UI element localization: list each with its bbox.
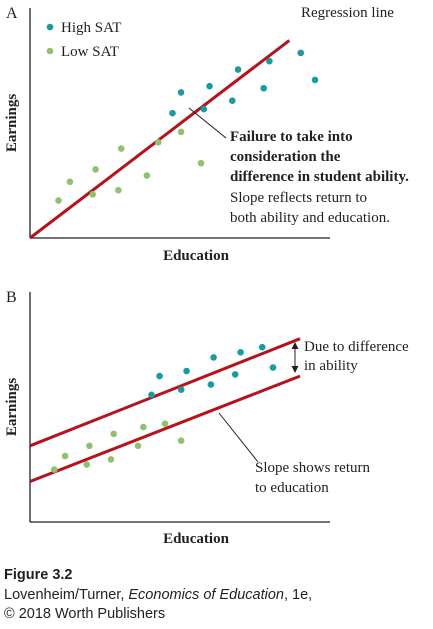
panel-b-low-sat-point-4	[108, 456, 115, 463]
annotation-a-bold-3: difference in student ability.	[230, 169, 409, 185]
annotation-a-bold-2: consideration the	[230, 149, 341, 165]
panel-a-high-sat-point-0	[169, 110, 176, 117]
panel-a-low-sat-point-8	[178, 129, 185, 136]
legend-low-sat-marker	[47, 48, 54, 55]
panel-a-high-sat-point-7	[266, 58, 273, 65]
panel-a-low-sat-point-6	[144, 172, 151, 179]
panel-a-high-sat-point-9	[312, 77, 319, 84]
legend-high-sat-marker	[47, 24, 54, 31]
panel-b-label: B	[6, 289, 17, 306]
caption-edition: , 1e,	[284, 587, 312, 603]
panel-a: A Education Earnings High SAT Low SAT Re…	[4, 5, 409, 264]
annotation-a-leader	[189, 108, 226, 138]
panel-a-high-sat-point-5	[235, 66, 242, 73]
annotation-b-gap-1: Due to difference	[304, 339, 409, 355]
panel-b-x-label: Education	[163, 531, 230, 547]
panel-a-high-sat-point-3	[206, 83, 213, 90]
panel-a-high-sat-point-1	[178, 89, 185, 96]
panel-a-low-sat-point-3	[92, 166, 99, 173]
panel-b-high-sat-point-0	[148, 392, 155, 399]
panel-b-high-sat-point-8	[259, 344, 266, 351]
figure-number: Figure 3.2	[4, 566, 429, 586]
regression-line-label: Regression line	[301, 5, 394, 21]
panel-b-high-sat-point-2	[178, 386, 185, 393]
caption-copyright: © 2018 Worth Publishers	[4, 605, 429, 625]
panel-a-low-sat-point-2	[89, 191, 96, 198]
annotation-a-bold-1: Failure to take into	[230, 129, 353, 145]
panel-a-low-sat-point-7	[155, 139, 162, 146]
panel-a-y-label: Earnings	[4, 94, 20, 153]
panel-b-y-label: Earnings	[4, 378, 20, 437]
legend-high-sat-label: High SAT	[61, 20, 121, 36]
caption-book-title: Economics of Education	[128, 587, 284, 603]
panel-a-low-sat-point-0	[55, 197, 62, 204]
panel-a-high-sat-point-4	[229, 97, 236, 104]
panel-b-high-sat-point-9	[270, 364, 277, 371]
panel-a-low-sat-point-9	[198, 160, 205, 167]
panel-a-high-sat-point-8	[297, 50, 304, 57]
panel-b-points	[51, 344, 276, 473]
figure-chart: A Education Earnings High SAT Low SAT Re…	[0, 0, 433, 560]
figure-caption: Figure 3.2 Lovenheim/Turner, Economics o…	[4, 566, 429, 625]
panel-b-low-sat-point-6	[135, 443, 142, 450]
annotation-b-slope-2: to education	[255, 480, 329, 496]
caption-authors: Lovenheim/Turner,	[4, 587, 128, 603]
annotation-a-plain-2: both ability and education.	[230, 210, 390, 226]
panel-a-x-label: Education	[163, 248, 230, 264]
panel-a-low-sat-point-4	[115, 187, 122, 194]
panel-a-high-sat-point-6	[260, 85, 267, 92]
panel-b-low-sat-point-8	[162, 420, 169, 427]
panel-b-high-sat-point-1	[156, 373, 163, 380]
panel-b-low-sat-point-5	[110, 431, 117, 438]
panel-a-legend: High SAT Low SAT	[47, 20, 122, 60]
panel-a-low-sat-point-1	[67, 179, 74, 186]
panel-a-label: A	[6, 5, 18, 22]
panel-b-low-sat-point-3	[86, 443, 93, 450]
panel-b-low-sat-point-2	[83, 461, 90, 468]
annotation-a-plain-1: Slope reflects return to	[230, 190, 367, 206]
gap-arrow-head-bottom	[292, 366, 299, 373]
panel-b-high-sat-point-6	[232, 371, 239, 378]
annotation-b-leader	[219, 413, 258, 462]
panel-b-low-sat-point-9	[178, 437, 185, 444]
panel-a-high-sat-point-2	[201, 106, 208, 113]
panel-b-high-sat-point-5	[210, 354, 217, 361]
panel-b-high-sat-point-7	[237, 349, 244, 356]
panel-b: B Education Earnings Due to difference i…	[4, 289, 409, 547]
annotation-b-gap-2: in ability	[304, 358, 358, 374]
panel-b-high-sat-point-4	[208, 381, 215, 388]
panel-a-low-sat-point-5	[118, 145, 125, 152]
caption-source: Lovenheim/Turner, Economics of Education…	[4, 586, 429, 606]
panel-b-low-sat-point-7	[140, 424, 147, 431]
legend-low-sat-label: Low SAT	[61, 44, 119, 60]
annotation-b-slope-1: Slope shows return	[255, 460, 370, 476]
panel-b-low-sat-point-0	[51, 466, 58, 473]
panel-b-high-sat-point-3	[183, 368, 190, 375]
panel-b-low-sat-point-1	[62, 453, 69, 460]
